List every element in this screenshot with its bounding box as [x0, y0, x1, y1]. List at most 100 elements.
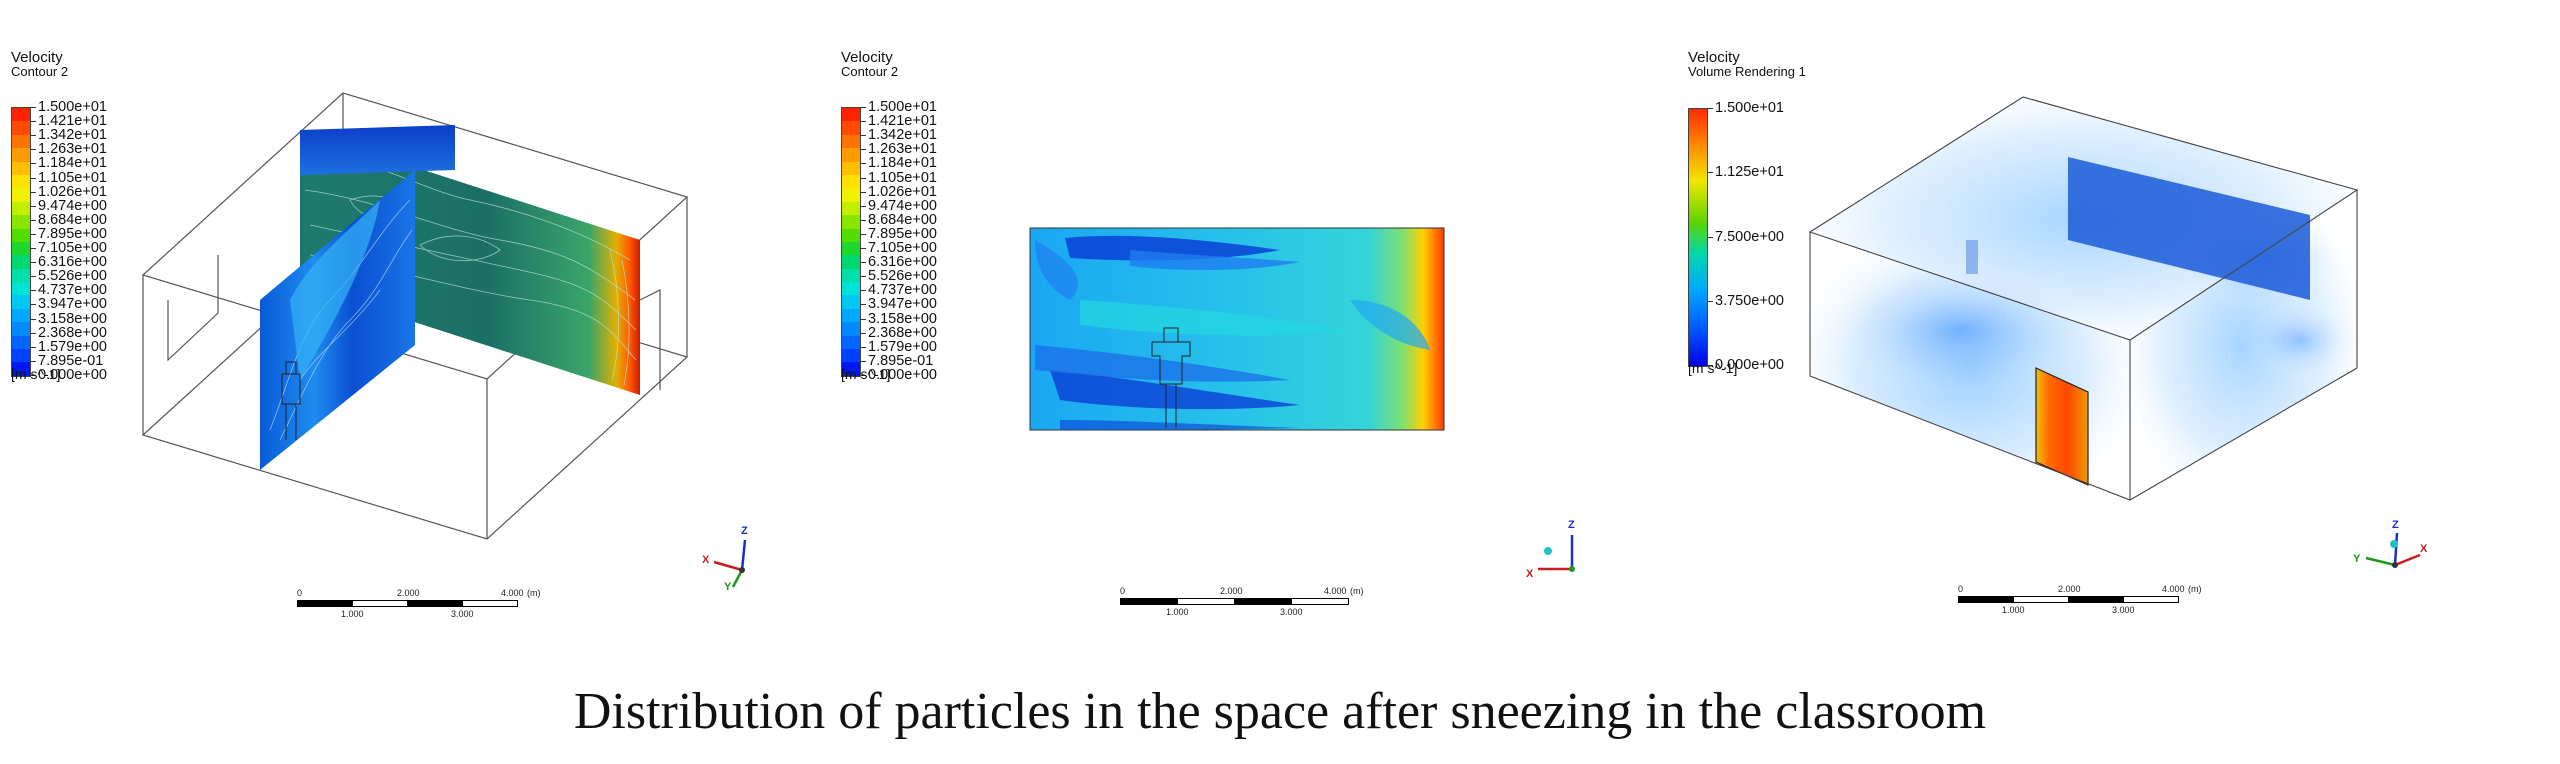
scale-segment — [352, 600, 408, 607]
legend-label: 7.895e-01 — [38, 352, 104, 369]
legend-color-band — [12, 362, 30, 376]
legend-label: 1.125e+01 — [1715, 164, 1784, 181]
legend-tick — [860, 191, 866, 193]
scale-segment — [1234, 598, 1292, 605]
legend-label: 1.184e+01 — [868, 155, 937, 172]
contour-3d-panel: Velocity Contour 2 1.500e+01 1.421e+01 1.3… — [0, 0, 840, 640]
legend-label: 1.026e+01 — [38, 183, 107, 200]
legend-color-band — [842, 268, 860, 283]
legend-tick — [30, 262, 36, 264]
legend-label: 3.158e+00 — [38, 310, 107, 327]
legend-tick — [860, 346, 866, 348]
scale-segment — [407, 600, 463, 607]
axis-triad: Z X Y — [700, 525, 770, 595]
legend-tick — [860, 304, 866, 306]
scale-segment — [297, 600, 353, 607]
legend-color-band — [12, 268, 30, 283]
legend-title: Velocity — [11, 49, 63, 66]
legend-color-band — [12, 295, 30, 309]
scale-tick-1: 1.000 — [2002, 605, 2025, 615]
scale-tick-2: 2.000 — [2058, 584, 2081, 594]
legend-tick — [30, 107, 36, 108]
legend-colorbar — [1688, 108, 1708, 367]
legend-color-band — [842, 148, 860, 162]
scale-segment — [2068, 596, 2124, 603]
legend-color-band — [12, 228, 30, 242]
axis-z-label: Z — [2392, 519, 2399, 531]
legend-label: 5.526e+00 — [868, 268, 937, 285]
legend-label: 0.000e+00 — [868, 367, 937, 383]
legend-color-band — [842, 188, 860, 202]
legend-label: 1.105e+01 — [868, 169, 937, 186]
legend-color-band — [12, 161, 30, 175]
legend-title: Velocity — [1688, 49, 1740, 66]
color-legend: Velocity Contour 2 1.500e+01 1.421e+01 1.3… — [11, 49, 131, 382]
legend-color-band — [842, 134, 860, 149]
scale-tick-4: 4.000 — [2162, 584, 2185, 594]
scale-segment — [2123, 596, 2179, 603]
legend-tick — [30, 360, 36, 362]
legend-label: 1.263e+01 — [868, 141, 937, 158]
legend-label: 5.526e+00 — [38, 268, 107, 285]
legend-tick — [30, 332, 36, 334]
scale-segment — [1958, 596, 2014, 603]
legend-tick — [30, 191, 36, 193]
legend-tick — [860, 332, 866, 334]
legend-color-band — [12, 201, 30, 216]
legend-color-band — [12, 349, 30, 363]
legend-label: 7.895e+00 — [868, 225, 937, 242]
legend-tick — [860, 163, 866, 165]
legend-color-band — [842, 308, 860, 323]
back-wall-board — [2068, 157, 2310, 300]
scale-tick-1: 1.000 — [1166, 607, 1189, 617]
legend-subtitle: Contour 2 — [841, 64, 899, 79]
legend-color-band — [842, 161, 860, 175]
legend-color-band — [842, 241, 860, 256]
legend-color-band — [842, 335, 860, 350]
contour-plane-panel: Velocity Contour 2 1.500e+01 1.421e+01 1.3… — [830, 0, 1660, 640]
legend-tick — [1707, 172, 1713, 174]
legend-color-band — [12, 282, 30, 296]
legend-tick — [30, 205, 36, 207]
legend-label: 1.342e+01 — [38, 127, 107, 144]
scale-tick-3: 3.000 — [1280, 607, 1303, 617]
legend-tick — [860, 233, 866, 235]
scale-segment — [1177, 598, 1235, 605]
legend-units: [m s^-1] — [841, 366, 891, 382]
legend-color-band — [842, 121, 860, 135]
legend-color-band — [842, 282, 860, 296]
legend-color-band — [12, 108, 30, 122]
legend-label: 6.316e+00 — [868, 254, 937, 271]
legend-label: 1.500e+01 — [38, 99, 107, 115]
legend-tick — [860, 107, 866, 108]
legend-label: 7.895e-01 — [868, 352, 934, 369]
axis-y-label: Y — [724, 581, 732, 593]
legend-tick — [30, 248, 36, 250]
legend-color-band — [842, 174, 860, 189]
legend-label: 7.105e+00 — [38, 240, 107, 257]
axis-x-label: X — [1526, 568, 1534, 580]
legend-color-band — [12, 174, 30, 189]
legend-tick — [860, 360, 866, 362]
legend-color-band — [12, 134, 30, 149]
legend-color-band — [12, 241, 30, 256]
scale-bar: 0 2.000 4.000 (m) 1.000 3.000 — [297, 588, 557, 619]
legend-label: 7.105e+00 — [868, 240, 937, 257]
legend-color-band — [12, 308, 30, 323]
legend-color-band — [842, 322, 860, 336]
legend-label: 1.500e+01 — [868, 99, 937, 115]
legend-label: 4.737e+00 — [868, 282, 937, 299]
legend-color-band — [842, 362, 860, 376]
legend-tick — [1707, 108, 1713, 109]
classroom-volume-render-view — [1808, 96, 2360, 501]
legend-label: 0.000e+00 — [1715, 357, 1784, 373]
legend-color-band — [12, 322, 30, 336]
legend-color-band — [842, 349, 860, 363]
legend-color-band — [842, 201, 860, 216]
legend-tick — [30, 276, 36, 278]
legend-label: 1.579e+00 — [868, 338, 937, 355]
legend-label: 4.737e+00 — [38, 282, 107, 299]
scale-unit: (m) — [1350, 586, 1364, 596]
legend-subtitle: Volume Rendering 1 — [1688, 64, 1806, 79]
axis-triad: Z X — [1520, 515, 1590, 585]
